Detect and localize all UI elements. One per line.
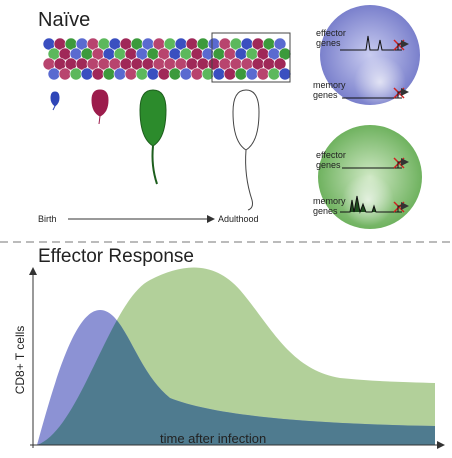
cell [102,67,116,81]
mice [50,89,260,211]
tss-arrows [397,40,409,212]
cell [135,67,149,81]
effector-label: genes [316,38,341,48]
x-label: time after infection [160,431,266,446]
cell [168,67,182,81]
cell [47,67,61,81]
cell-nucleus [342,174,394,226]
cell [278,47,292,61]
y-label: CD8+ T cells [13,326,27,395]
cell [80,67,94,81]
cell [278,67,292,81]
cell [223,67,237,81]
cell [58,67,72,81]
cell [91,67,105,81]
cell [146,67,160,81]
memory-label: genes [313,90,338,100]
cell [273,57,287,71]
title: Naïve [38,9,90,31]
cell [267,67,281,81]
cell [190,67,204,81]
cell [113,67,127,81]
cell [69,67,83,81]
cell [157,67,171,81]
cell-nucleus [354,56,406,108]
effector-label: genes [316,160,341,170]
overlap-area [37,310,435,445]
cell [256,67,270,81]
cell [179,67,193,81]
cell [273,37,287,51]
gene-track [340,195,402,214]
timeline-start: Birth [38,214,57,224]
panel-title: Effector Response [38,246,194,267]
gene-track [340,35,402,51]
cell-band [42,37,292,81]
cell [124,67,138,81]
effector-label: effector [316,28,346,38]
selection-box [211,32,291,83]
cell [245,67,259,81]
effector-label: effector [316,150,346,160]
memory-label: memory [313,80,346,90]
timeline-end: Adulthood [218,214,259,224]
memory-label: memory [313,196,346,206]
memory-label: genes [313,206,338,216]
cell [212,67,226,81]
cell [234,67,248,81]
